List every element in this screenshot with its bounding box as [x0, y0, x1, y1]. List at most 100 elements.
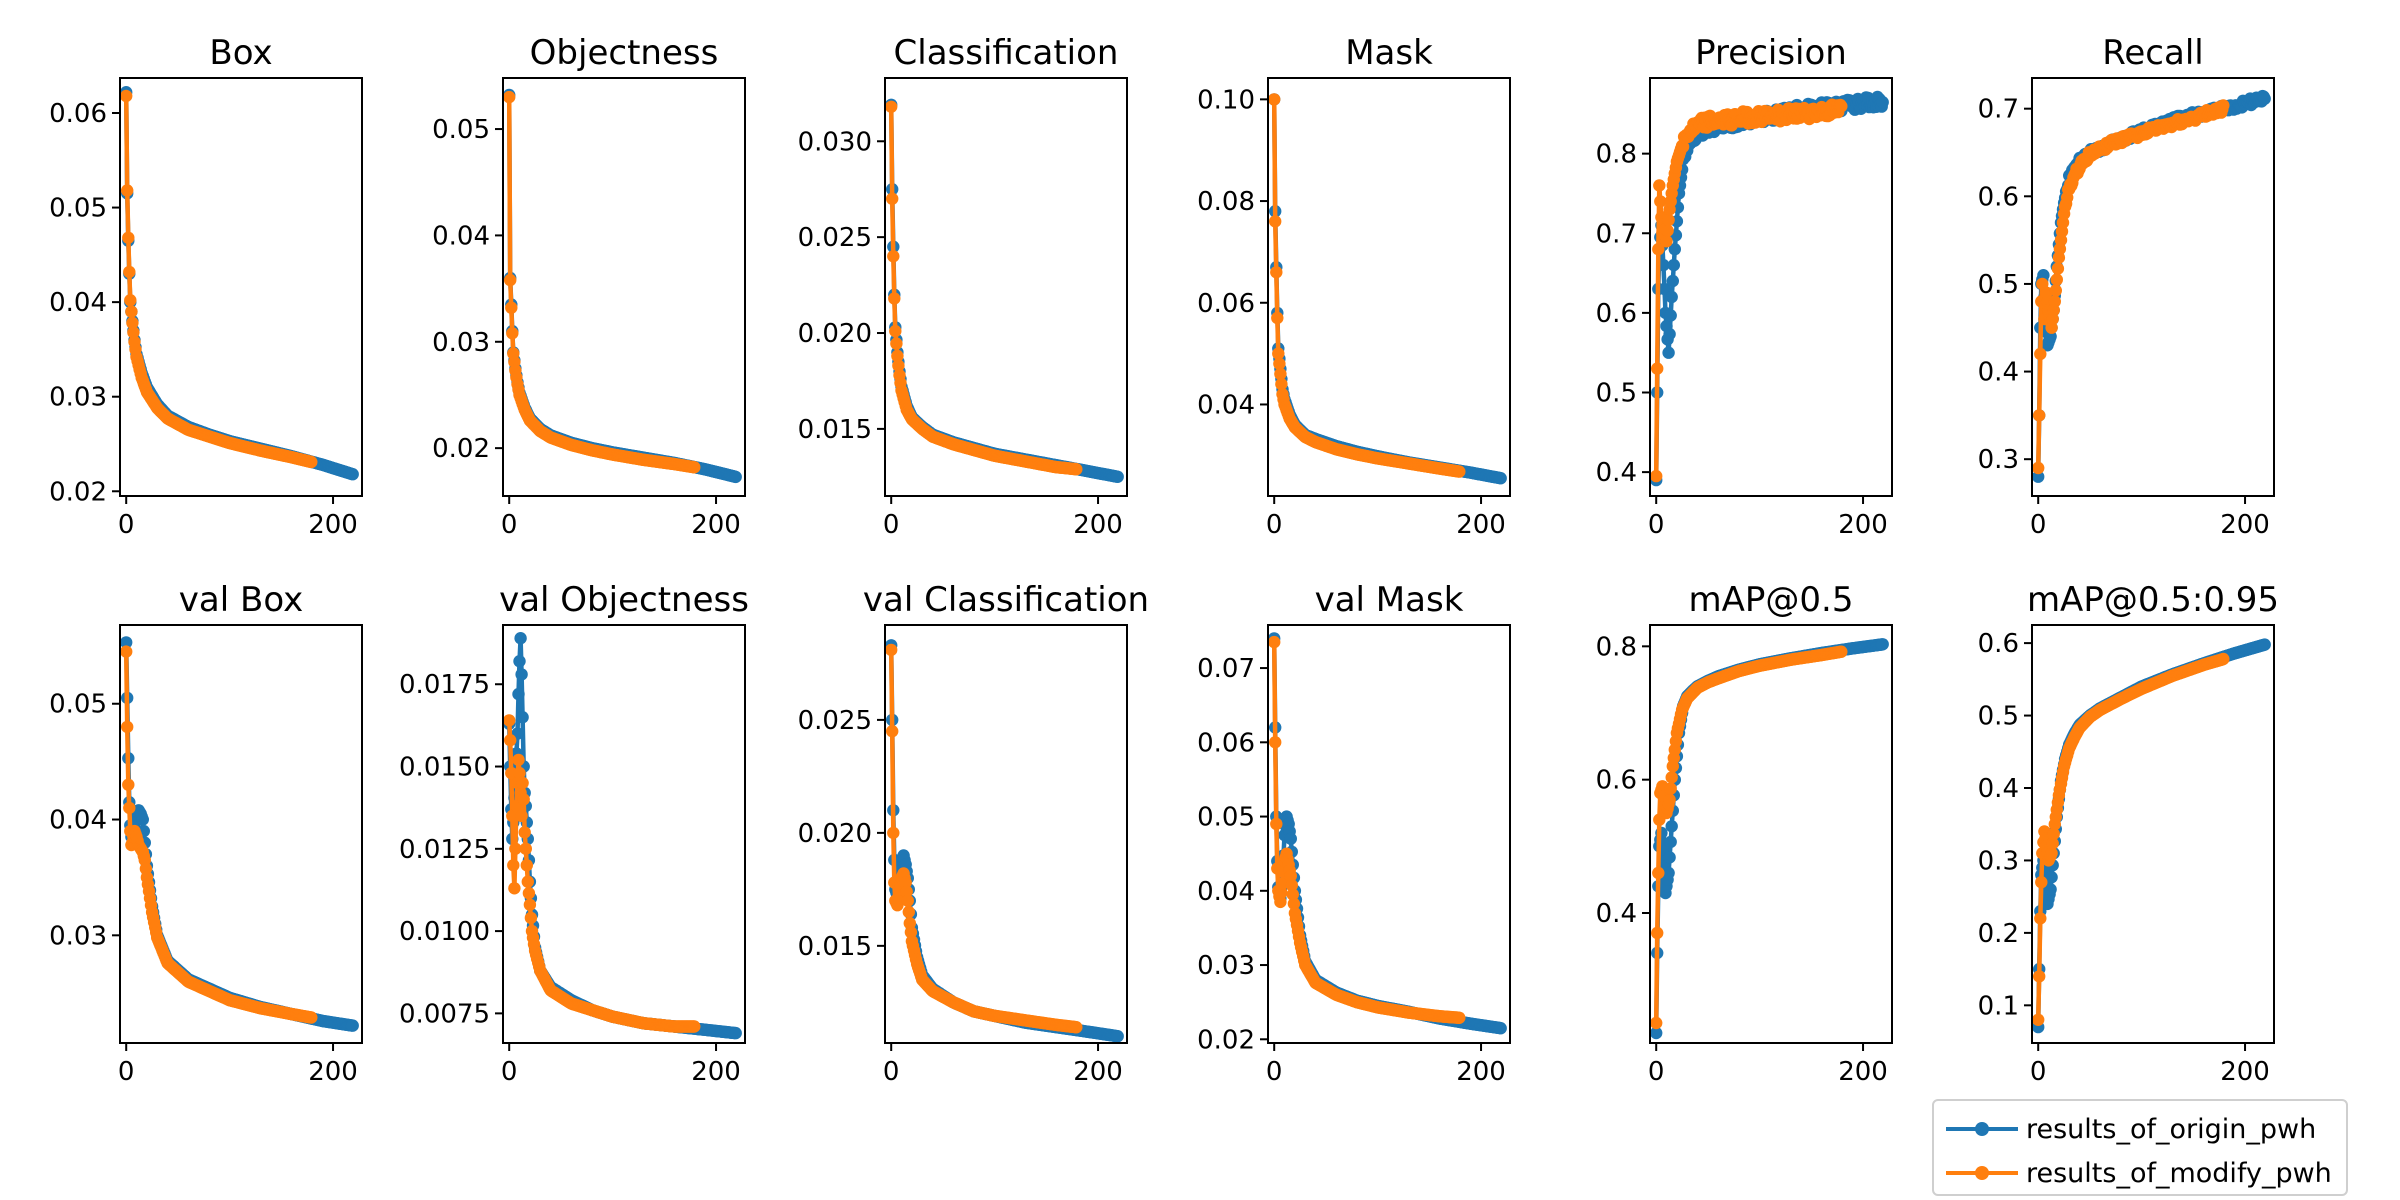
- series-modify: [1268, 93, 1466, 478]
- data-point: [123, 801, 136, 815]
- data-point: [729, 470, 742, 484]
- series-modify: [1650, 98, 1848, 483]
- data-point: [2035, 876, 2048, 889]
- y-tick-label: 0.0075: [399, 999, 490, 1029]
- data-point: [516, 711, 529, 724]
- data-point: [1661, 224, 1674, 237]
- plot-area: [1268, 93, 1507, 485]
- x-tick-label: 0: [1648, 510, 1665, 540]
- data-point: [503, 714, 516, 727]
- x-tick-label: 200: [2220, 510, 2270, 540]
- axes-frame: [119, 624, 363, 1044]
- plot-area: [120, 636, 359, 1032]
- data-point: [506, 809, 519, 823]
- data-point: [1268, 93, 1281, 106]
- data-point: [1662, 213, 1675, 227]
- data-point: [523, 898, 537, 911]
- data-point: [1286, 888, 1300, 901]
- data-point: [1651, 362, 1664, 375]
- plot-area: [120, 86, 359, 481]
- y-tick-label: 0.5: [1978, 270, 2019, 300]
- data-point: [1274, 895, 1287, 909]
- y-tick-label: 0.5: [1596, 378, 1637, 408]
- x-tick-label: 200: [691, 1057, 741, 1087]
- series-modify: [1268, 635, 1466, 1024]
- series-origin: [1268, 93, 1507, 485]
- x-tick-label: 200: [1838, 1057, 1888, 1087]
- subplot-title: Objectness: [530, 33, 719, 73]
- data-point: [1272, 347, 1285, 360]
- y-tick-label: 0.020: [798, 319, 872, 349]
- data-point: [503, 90, 516, 104]
- x-tick-label: 0: [2030, 510, 2047, 540]
- axes-frame: [2031, 77, 2275, 497]
- data-point: [1070, 1020, 1083, 1034]
- data-point: [2045, 871, 2058, 884]
- data-point: [1453, 1011, 1466, 1024]
- plot-area: [2032, 638, 2271, 1034]
- axes-frame: [884, 624, 1128, 1044]
- data-point: [1270, 817, 1283, 831]
- data-point: [688, 461, 701, 474]
- subplot-title: Precision: [1695, 33, 1847, 73]
- subplot-title: mAP@0.5: [1689, 580, 1854, 620]
- series-line: [1271, 99, 1461, 474]
- data-point: [123, 265, 136, 279]
- series-line: [506, 720, 696, 1029]
- series-line: [506, 97, 696, 470]
- data-point: [2048, 295, 2061, 308]
- data-point: [1271, 311, 1284, 325]
- series-modify: [2032, 99, 2230, 475]
- data-point: [524, 911, 538, 925]
- data-point: [885, 100, 898, 114]
- data-point: [2032, 470, 2045, 483]
- data-point: [512, 687, 525, 701]
- data-point: [1284, 832, 1298, 845]
- data-point: [2047, 827, 2060, 841]
- data-point: [136, 813, 149, 826]
- x-tick-label: 0: [883, 510, 900, 540]
- y-tick-label: 0.015: [798, 415, 872, 445]
- data-point: [886, 192, 899, 205]
- data-point: [1269, 215, 1282, 228]
- data-point: [2032, 461, 2045, 475]
- y-tick-label: 0.015: [798, 932, 872, 962]
- series-modify: [1650, 645, 1848, 1030]
- subplot-title: Recall: [2102, 33, 2203, 73]
- y-tick-label: 0.7: [1978, 95, 2019, 125]
- data-point: [506, 327, 519, 340]
- data-point: [2033, 409, 2046, 422]
- data-point: [1668, 243, 1682, 256]
- x-tick-label: 0: [118, 510, 135, 540]
- y-tick-label: 0.08: [1197, 187, 1255, 217]
- data-point: [1070, 463, 1083, 476]
- data-point: [122, 778, 135, 791]
- data-point: [124, 294, 137, 307]
- series-line: [1271, 99, 1502, 481]
- x-tick-label: 0: [501, 1057, 518, 1087]
- plot-area: [885, 98, 1124, 483]
- data-point: [904, 926, 918, 939]
- data-point: [1663, 793, 1676, 806]
- y-tick-label: 0.02: [432, 434, 490, 464]
- data-point: [305, 1011, 318, 1024]
- series-modify: [120, 645, 318, 1024]
- data-point: [2033, 970, 2046, 983]
- data-point: [2258, 92, 2271, 106]
- data-point: [2032, 1013, 2045, 1026]
- data-point: [891, 349, 904, 363]
- data-point: [522, 887, 536, 900]
- data-point: [887, 826, 900, 840]
- data-point: [1663, 851, 1676, 864]
- data-point: [2034, 912, 2047, 925]
- y-tick-label: 0.03: [49, 921, 107, 951]
- data-point: [519, 842, 532, 855]
- y-tick-label: 0.8: [1596, 632, 1637, 662]
- data-point: [2050, 273, 2063, 286]
- y-tick-label: 0.04: [432, 221, 490, 251]
- y-tick-label: 0.4: [1596, 899, 1637, 929]
- series-modify: [120, 89, 318, 469]
